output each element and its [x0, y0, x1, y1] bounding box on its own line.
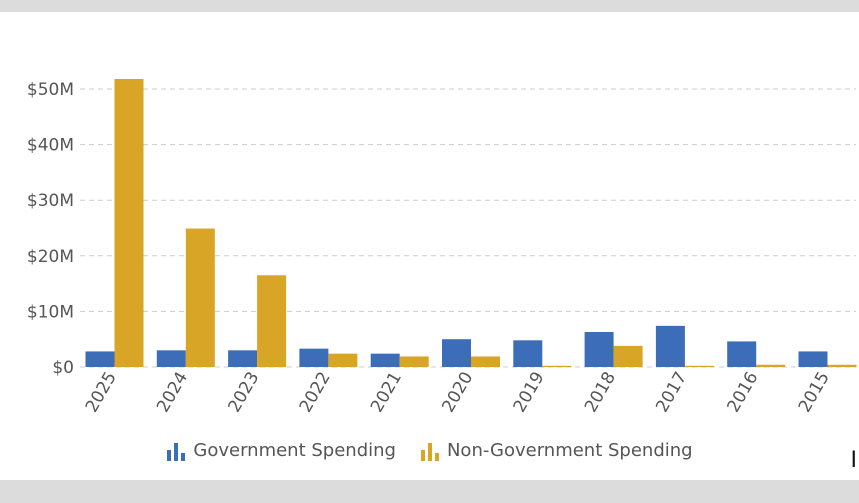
x-tick-label: 2024 [153, 369, 192, 416]
bar-government-2017 [655, 325, 685, 367]
y-tick-label: $40M [27, 136, 74, 156]
x-tick-label: 2022 [296, 369, 335, 416]
bar-non-government-2022 [328, 353, 358, 367]
bar-chart: $0 $10M $20M $30M $40M $50M 2025 2024 2023 2022 20… [27, 78, 857, 416]
bar-non-government-2021 [399, 356, 429, 367]
bar-non-government-2018 [613, 345, 643, 367]
x-tick-label: 2016 [724, 369, 763, 416]
bar-government-2022 [299, 348, 329, 367]
legend-label-non-government: Non-Government Spending [446, 440, 693, 461]
bar-non-government-2016 [756, 364, 786, 367]
bar-government-2020 [442, 339, 471, 367]
chart-legend: Government Spending Non-Government Spend… [0, 440, 859, 461]
x-tick-label: 2015 [795, 369, 834, 416]
chart-panel: $0 $10M $20M $30M $40M $50M 2025 2024 2023 2022 20… [0, 12, 859, 480]
bar-chart-icon [420, 442, 439, 461]
y-tick-label: $10M [27, 302, 74, 322]
bar-non-government-2020 [471, 356, 500, 367]
bar-government-2025 [85, 351, 115, 367]
y-tick-label: $30M [27, 191, 74, 211]
x-tick-label: 2018 [581, 369, 620, 416]
x-tick-label: 2020 [438, 369, 477, 416]
bar-government-2021 [370, 353, 400, 367]
bar-government-2019 [513, 340, 543, 367]
x-tick-label: 2025 [82, 369, 121, 416]
x-tick-label: 2019 [510, 369, 549, 416]
bar-chart-icon [167, 442, 186, 461]
legend-item-government[interactable]: Government Spending [166, 440, 396, 461]
bar-government-2023 [228, 350, 258, 367]
bar-non-government-2025 [114, 78, 144, 367]
y-tick-label: $0 [52, 358, 74, 378]
y-tick-label: $20M [27, 247, 74, 267]
x-tick-label: 2017 [652, 369, 691, 416]
bar-non-government-2024 [185, 228, 215, 367]
bar-non-government-2017 [684, 365, 714, 367]
bar-government-2024 [156, 350, 186, 367]
corner-glyph: I [850, 448, 858, 473]
bar-government-2016 [727, 341, 757, 367]
bar-non-government-2023 [257, 275, 287, 367]
bar-government-2018 [584, 331, 614, 367]
legend-item-non-government[interactable]: Non-Government Spending [420, 440, 693, 461]
bar-non-government-2015 [827, 364, 857, 367]
bar-non-government-2019 [542, 365, 572, 367]
bar-government-2015 [798, 351, 828, 367]
x-tick-label: 2021 [367, 369, 406, 416]
x-tick-label: 2023 [224, 369, 263, 416]
legend-label-government: Government Spending [193, 440, 396, 461]
y-tick-label: $50M [27, 80, 74, 100]
